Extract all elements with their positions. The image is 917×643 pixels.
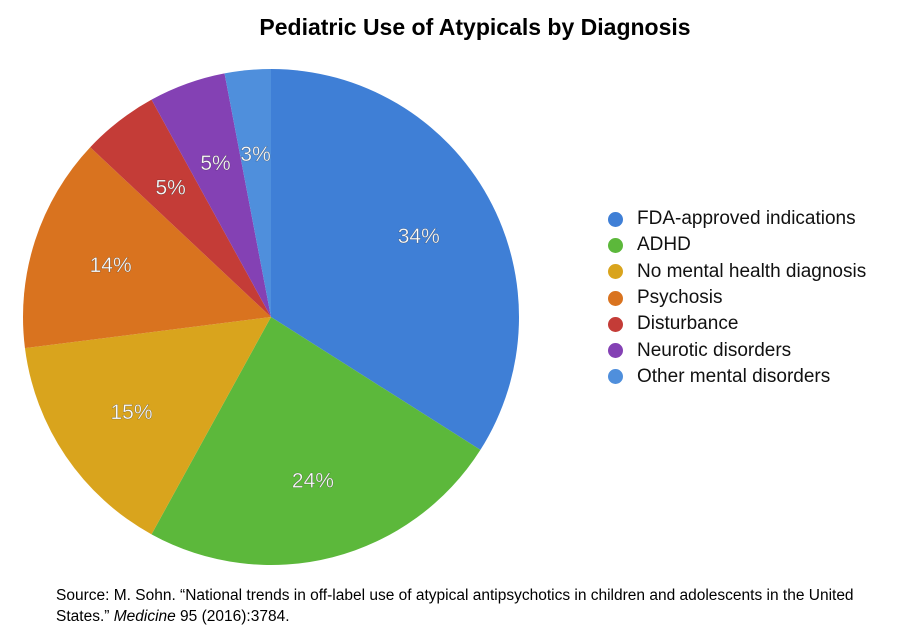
legend-label: No mental health diagnosis — [637, 260, 867, 282]
legend-swatch — [608, 211, 623, 227]
legend-item-6: Other mental disorders — [608, 364, 866, 390]
legend-swatch — [608, 343, 623, 359]
legend-swatch — [608, 316, 623, 332]
legend-label: Neurotic disorders — [637, 339, 792, 361]
pie-slice-label-4: 5% — [155, 177, 185, 200]
pie-slice-label-5: 5% — [200, 152, 230, 175]
legend-label: Psychosis — [637, 287, 723, 309]
legend-item-5: Neurotic disorders — [608, 337, 866, 363]
source-citation: Source: M. Sohn. “National trends in off… — [56, 585, 906, 627]
pie-slice-2 — [24, 317, 272, 535]
chart-legend: FDA-approved indications ADHD No mental he… — [608, 206, 866, 390]
chart-title: Pediatric Use of Atypicals by Diagnosis — [259, 14, 691, 40]
legend-label: Other mental disorders — [637, 365, 831, 387]
pie-slice-4 — [90, 99, 271, 318]
pie-slice-label-0: 34% — [398, 225, 440, 248]
pie-slice-6 — [224, 69, 271, 317]
pie-slice-0 — [271, 69, 519, 450]
pie-slice-label-3: 14% — [90, 254, 132, 277]
pie-slice-5 — [151, 73, 271, 317]
legend-item-3: Psychosis — [608, 285, 866, 311]
legend-swatch — [608, 290, 623, 306]
legend-swatch — [608, 369, 623, 385]
legend-item-2: No mental health diagnosis — [608, 259, 866, 285]
source-prefix: Source: M. Sohn. “National trends in off… — [56, 587, 854, 625]
legend-label: Disturbance — [637, 313, 739, 335]
legend-item-4: Disturbance — [608, 311, 866, 337]
pie-slice-1 — [151, 317, 481, 565]
pie-slice-label-6: 3% — [240, 143, 270, 166]
source-journal: Medicine — [113, 608, 176, 625]
pie-slice-label-1: 24% — [292, 469, 334, 492]
legend-label: ADHD — [637, 234, 691, 256]
legend-item-0: FDA-approved indications — [608, 206, 866, 232]
source-suffix: 95 (2016):3784. — [175, 608, 290, 625]
pie-slice-label-2: 15% — [111, 401, 153, 424]
legend-item-1: ADHD — [608, 232, 866, 258]
legend-swatch — [608, 264, 623, 280]
pie-slice-3 — [23, 147, 272, 349]
legend-label: FDA-approved indications — [637, 208, 856, 230]
legend-swatch — [608, 237, 623, 253]
